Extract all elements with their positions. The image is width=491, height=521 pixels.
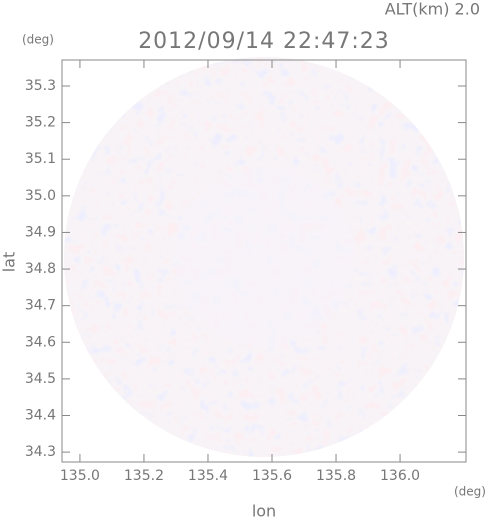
- x-tick-label: 135.8: [316, 468, 356, 484]
- plot-frame: [61, 59, 467, 463]
- y-tick-label: 35.2: [25, 115, 56, 131]
- x-tick-label: 135.0: [60, 468, 100, 484]
- y-unit: (deg): [22, 33, 54, 47]
- y-tick-label: 34.3: [25, 444, 56, 460]
- y-tick-label: 34.8: [25, 261, 56, 277]
- x-tick-label: 135.2: [124, 468, 164, 484]
- y-tick-label: 35.0: [25, 188, 56, 204]
- y-axis-label: lat: [0, 252, 19, 273]
- y-tick-label: 35.1: [25, 151, 56, 167]
- chart-title: 2012/09/14 22:47:23: [138, 29, 390, 54]
- y-tick-label: 35.3: [25, 78, 56, 94]
- radar-center: [174, 167, 354, 347]
- x-tick-label: 135.4: [188, 468, 228, 484]
- y-tick-label: 34.5: [25, 371, 56, 387]
- x-unit: (deg): [454, 485, 486, 499]
- altitude: ALT(km) 2.0: [385, 0, 480, 19]
- x-tick-label: 135.6: [252, 468, 292, 484]
- y-tick-label: 34.9: [25, 224, 56, 240]
- x-tick-label: 136.0: [380, 468, 420, 484]
- y-tick-label: 34.6: [25, 334, 56, 350]
- x-axis-label: lon: [252, 502, 276, 521]
- y-tick-label: 34.7: [25, 298, 56, 314]
- y-tick-label: 34.4: [25, 408, 56, 424]
